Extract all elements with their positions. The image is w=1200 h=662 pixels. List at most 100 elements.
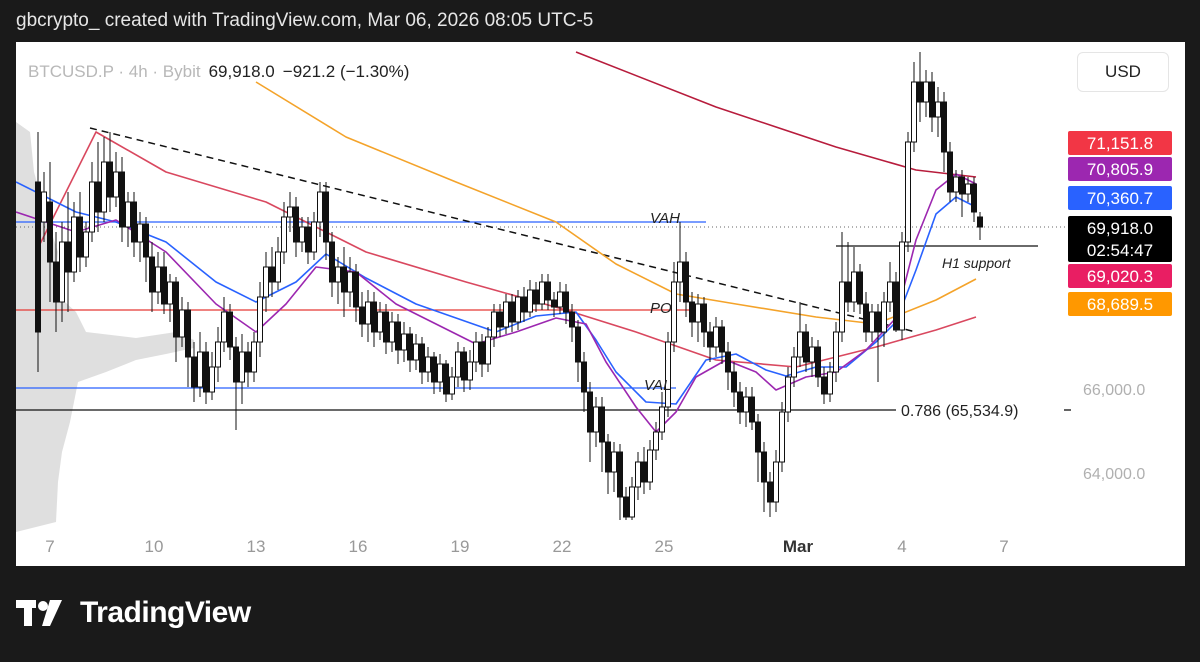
candle [569,304,575,342]
candle-body [485,336,491,365]
candle [185,302,191,387]
candle [635,452,641,500]
candle [629,477,635,520]
candle [773,450,779,512]
candle-body [839,281,845,333]
candle-body [101,161,107,213]
candle-body [965,183,971,195]
candle [719,320,725,364]
candle [275,237,281,290]
candle-body [335,266,341,283]
candle [311,212,317,260]
change-label: −921.2 (−1.30%) [282,62,410,81]
candle [371,292,377,347]
candle-body [473,341,479,363]
candle [161,252,167,314]
ma-line-4 [16,173,977,433]
trendline [89,127,917,333]
candle-body [239,351,245,383]
candle-body [389,321,395,343]
candle [131,192,137,257]
candle [293,197,299,257]
candle [299,217,305,252]
candle-body [917,81,923,103]
tradingview-brand[interactable]: TradingView [16,596,251,630]
candle-body [821,376,827,395]
candle [485,327,491,372]
candle [761,442,767,512]
candle-body [311,221,317,253]
candle [305,217,311,264]
candle [791,347,797,387]
candle [149,242,155,312]
price-chart[interactable]: VAH PO VAL 0.786 (65,534.9) H1 support 6… [16,42,1185,566]
candle-body [893,281,899,331]
candle [197,332,203,397]
candle-body [767,481,773,503]
chart-panel[interactable]: VAH PO VAL 0.786 (65,534.9) H1 support 6… [16,42,1185,566]
countdown-label: 02:54:47 [1087,241,1153,260]
x-tick-label: 7 [999,537,1008,556]
candle [251,332,257,382]
candle [959,170,965,217]
candle-body [329,241,335,283]
candle-body [413,343,419,361]
candle [167,274,173,322]
candle-body [809,346,815,363]
candle [203,342,209,404]
candle [389,312,395,352]
candle-body [845,281,851,303]
candle-body [743,396,749,413]
candle-body [659,406,665,433]
candle-body [689,301,695,323]
candle [137,212,143,262]
chart-legend: BTCUSD.P · 4h · Bybit 69,918.0 −921.2 (−1.… [28,62,409,82]
candle [383,304,389,354]
candle [755,414,761,482]
candle [533,282,539,312]
x-tick-label: 7 [45,537,54,556]
candle-body [761,451,767,483]
candle-body [425,356,431,373]
candle [743,387,749,427]
candle [695,294,701,342]
candle [701,297,707,347]
symbol-label: BTCUSD.P · 4h · Bybit [28,62,201,81]
candle-body [215,341,221,368]
candle-body [749,396,755,423]
candle [539,274,545,310]
candle-body [185,309,191,358]
candle-body [443,363,449,395]
candle-body [677,261,683,283]
candle [35,132,41,372]
price-badge-label: 69,918.0 [1087,219,1153,238]
candle-body [899,241,905,331]
brand-name: TradingView [80,596,251,629]
candle [245,342,251,387]
candle-body [959,176,965,195]
candle [515,290,521,330]
candle [557,282,563,314]
candle [467,350,473,390]
candle [545,274,551,310]
currency-button[interactable]: USD [1077,52,1169,92]
candle-body [923,81,929,103]
candle-body [137,223,143,243]
candle-body [119,171,125,228]
candle-body [257,296,263,343]
candle [209,352,215,400]
candle-body [125,201,131,228]
candle-body [467,361,473,381]
vah-label: VAH [650,210,680,227]
price-badge [1068,292,1172,316]
volume-profile [16,122,194,532]
candle [53,232,59,332]
candle-body [533,289,539,305]
candle [587,382,593,462]
candle-body [539,281,545,305]
candle-body [347,271,353,293]
candle [455,342,461,387]
candle-body [941,101,947,153]
candle [647,440,653,490]
candle [419,337,425,384]
